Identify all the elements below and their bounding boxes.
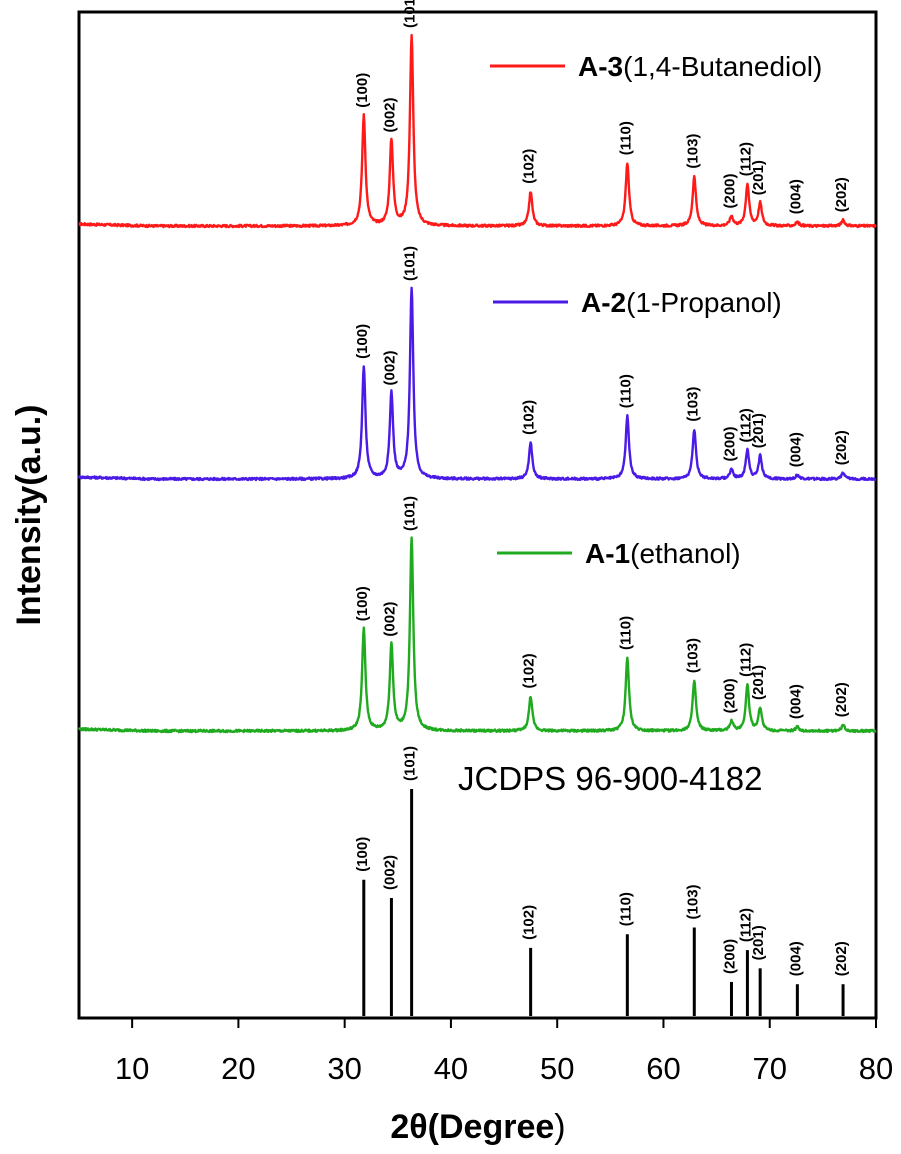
legend-entry-2: A-1(ethanol): [585, 538, 741, 569]
legends-layer: A-3(1,4-Butanediol) A-2(1-Propanol) A-1(et…: [490, 51, 822, 569]
legend-bold-2: A-1: [585, 538, 630, 569]
peak-label-s2-7: (112): [737, 643, 754, 677]
peak-label-s0-7: (112): [737, 142, 754, 176]
peak-label-s1-8: (201): [750, 413, 767, 448]
peak-label-s2-10: (202): [833, 682, 850, 717]
legend-entry-1: A-2(1-Propanol): [581, 287, 782, 318]
ref-peak-label-3: (102): [521, 905, 538, 940]
legend-rest-0: (1,4-Butanediol): [623, 51, 822, 82]
x-tick-label-50: 50: [540, 1051, 574, 1086]
x-tick-label-80: 80: [859, 1051, 893, 1086]
peak-label-s2-8: (201): [750, 665, 767, 700]
ref-peak-label-8: (201): [750, 925, 767, 960]
ref-peak-label-7: (112): [737, 908, 754, 942]
peak-label-s1-1: (002): [381, 350, 398, 385]
peak-label-s1-2: (101): [402, 246, 419, 281]
ref-peak-label-9: (004): [787, 941, 804, 976]
ref-peak-label-2: (101): [402, 746, 419, 781]
peak-label-s1-7: (112): [737, 408, 754, 442]
legend-bold-0: A-3: [578, 51, 623, 82]
x-tick-label-70: 70: [752, 1051, 786, 1086]
legend-entry-0: A-3(1,4-Butanediol): [578, 51, 822, 82]
peak-label-s1-6: (200): [721, 426, 738, 461]
x-axis-title-close: ): [554, 1108, 565, 1146]
x-tick-label-10: 10: [115, 1051, 149, 1086]
peak-label-s1-5: (103): [684, 387, 701, 422]
peak-labels-layer: (100)(002)(101)(102)(110) (103)(200)(112)…: [354, 0, 850, 976]
peak-label-s0-3: (102): [521, 149, 538, 184]
peak-label-s1-10: (202): [833, 430, 850, 465]
ref-title: JCDPS 96-900-4182: [458, 760, 763, 797]
peak-label-s1-9: (004): [787, 432, 804, 467]
ref-peak-label-10: (202): [833, 941, 850, 976]
peak-label-s0-2: (101): [402, 0, 419, 28]
x-tick-label-40: 40: [434, 1051, 468, 1086]
peak-label-s0-1: (002): [381, 97, 398, 132]
ref-peak-label-6: (200): [721, 939, 738, 974]
peak-label-s0-6: (200): [721, 173, 738, 208]
ref-peak-label-0: (100): [354, 837, 371, 872]
peak-label-s0-8: (201): [750, 160, 767, 195]
traces-layer: [77, 33, 877, 1016]
ref-peak-label-1: (002): [381, 855, 398, 890]
peak-label-s1-4: (110): [617, 374, 634, 408]
x-tick-label-20: 20: [221, 1051, 255, 1086]
x-tick-label-30: 30: [327, 1051, 361, 1086]
series-line-0: [78, 33, 877, 229]
peak-label-s1-0: (100): [354, 324, 371, 359]
y-axis-title: Intensity(a.u.): [10, 404, 48, 625]
peak-label-s2-2: (101): [402, 496, 419, 531]
series-line-1: [77, 286, 877, 482]
ref-peak-label-4: (110): [617, 892, 634, 926]
peak-label-s2-0: (100): [354, 586, 371, 621]
x-tick-label-60: 60: [646, 1051, 680, 1086]
x-axis-ticks: 10 20 30 40 50 60 70 80: [115, 1018, 893, 1086]
peak-label-s2-5: (103): [684, 638, 701, 673]
peak-label-s2-1: (002): [381, 602, 398, 637]
peak-label-s0-10: (202): [833, 177, 850, 212]
peak-label-s2-9: (004): [787, 684, 804, 719]
peak-label-s2-4: (110): [617, 616, 634, 650]
legend-rest-1: (1-Propanol): [626, 287, 782, 318]
legend-bold-1: A-2: [581, 287, 626, 318]
x-axis-title: 2θ(Degree): [390, 1108, 565, 1146]
ref-peak-label-5: (103): [684, 884, 701, 919]
plot-frame: [77, 10, 878, 1020]
peak-label-s0-9: (004): [787, 179, 804, 214]
series-line-2: [77, 536, 877, 734]
peak-label-s0-0: (100): [354, 73, 371, 108]
peak-label-s2-3: (102): [521, 653, 538, 688]
peak-label-s0-4: (110): [617, 121, 634, 155]
legend-rest-2: (ethanol): [630, 538, 741, 569]
peak-label-s0-5: (103): [684, 134, 701, 169]
x-axis-title-main: 2θ(Degree: [390, 1108, 554, 1146]
peak-label-s2-6: (200): [721, 678, 738, 713]
peak-label-s1-3: (102): [521, 400, 538, 435]
